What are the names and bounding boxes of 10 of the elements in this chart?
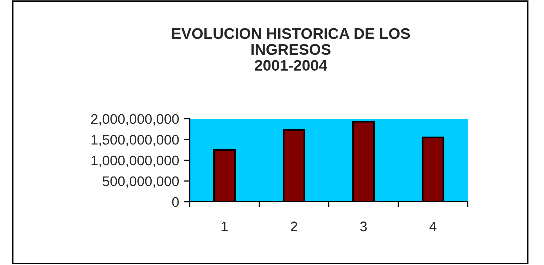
x-tick-label: 3 bbox=[360, 222, 367, 232]
chart-title: EVOLUCION HISTORICA DE LOS INGRESOS 2001-2004 bbox=[172, 28, 410, 72]
y-tick-label: 1,000,000,000 bbox=[92, 156, 180, 168]
x-tick-label: 4 bbox=[430, 222, 437, 232]
x-tick-label: 1 bbox=[222, 222, 228, 232]
y-tick-label: 500,000,000 bbox=[102, 176, 180, 188]
y-tick-label: 2,000,000,000 bbox=[91, 114, 180, 126]
x-tick-label: 2 bbox=[291, 222, 298, 232]
y-tick-label: 0 bbox=[172, 197, 180, 208]
y-tick-label: 1,500,000,000 bbox=[92, 135, 180, 147]
